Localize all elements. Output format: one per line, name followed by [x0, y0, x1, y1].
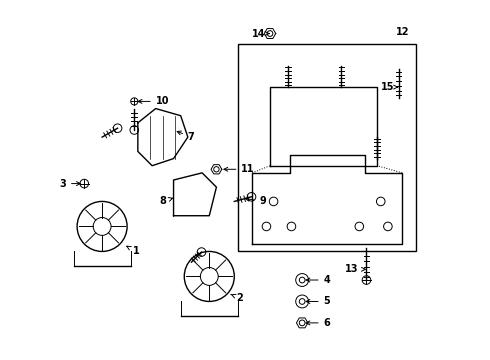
Text: 11: 11	[224, 164, 255, 174]
Text: 9: 9	[245, 197, 266, 206]
Text: 15: 15	[381, 82, 397, 92]
Bar	[238, 44, 416, 251]
Text: 6: 6	[306, 318, 330, 328]
Text: 7: 7	[177, 131, 195, 142]
Text: 14: 14	[252, 28, 269, 39]
Text: 5: 5	[306, 296, 330, 306]
Text: 8: 8	[159, 197, 172, 206]
Text: 3: 3	[59, 179, 80, 189]
Text: 4: 4	[306, 275, 330, 285]
Text: 13: 13	[345, 264, 366, 274]
Text: 12: 12	[396, 27, 409, 37]
Text: 2: 2	[231, 293, 243, 303]
Text: 10: 10	[138, 96, 169, 107]
Text: 1: 1	[127, 246, 139, 256]
